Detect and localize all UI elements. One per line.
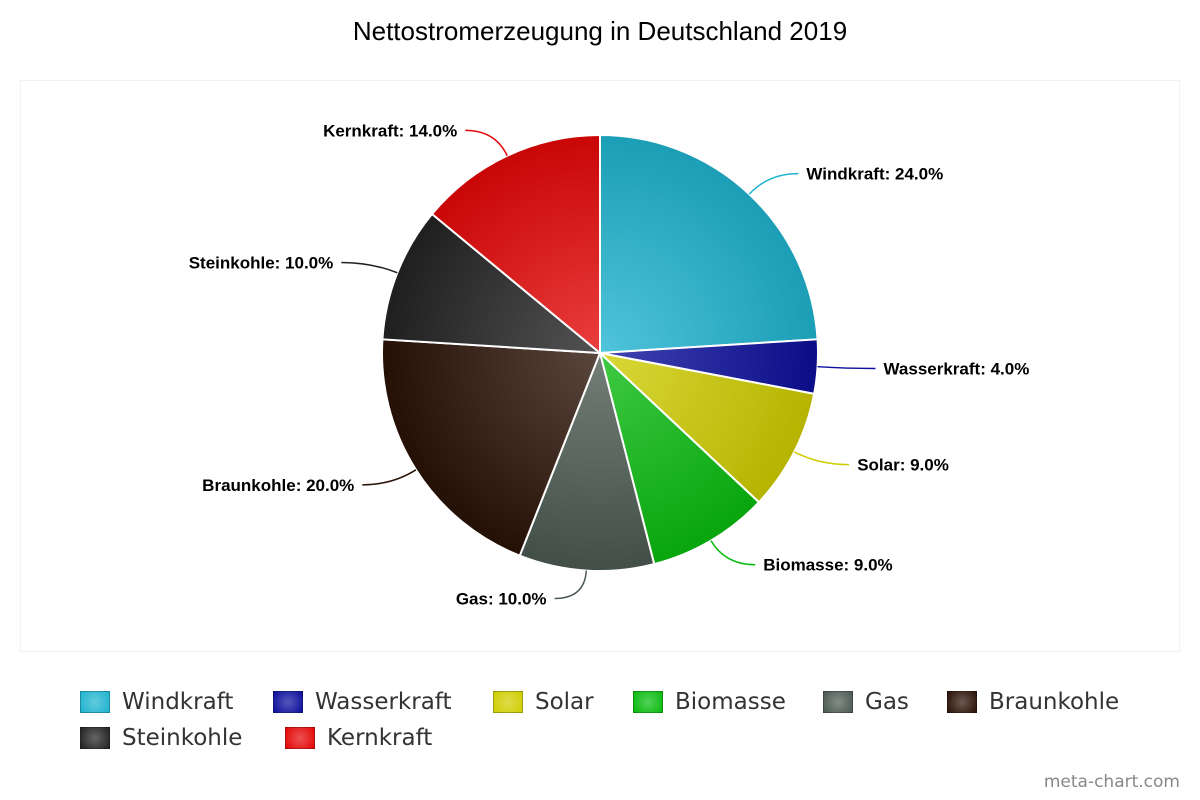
legend-swatch — [633, 691, 663, 713]
legend-item-solar[interactable]: Solar — [493, 688, 594, 716]
slice-label-steinkohle: Steinkohle: 10.0% — [189, 253, 334, 272]
pie-slice-steinkohle[interactable] — [381, 212, 604, 355]
slice-label-braunkohle: Braunkohle: 20.0% — [202, 476, 354, 495]
legend-swatch — [947, 691, 977, 713]
slice-label-solar: Solar: 9.0% — [857, 456, 949, 475]
slice-label-biomasse: Biomasse: 9.0% — [763, 556, 892, 575]
chart-title: Nettostromerzeugung in Deutschland 2019 — [352, 16, 848, 46]
legend-label: Kernkraft — [327, 725, 433, 751]
connector-braunkohle — [362, 469, 417, 486]
legend-item-kernkraft[interactable]: Kernkraft — [285, 724, 432, 752]
slice-label-kernkraft: Kernkraft: 14.0% — [323, 121, 457, 140]
connector-solar — [793, 451, 850, 466]
pie-slice-biomasse[interactable] — [598, 349, 761, 566]
legend-swatch — [80, 727, 110, 749]
legend-label: Steinkohle — [122, 725, 243, 751]
connector-windkraft — [748, 172, 799, 195]
pie-slice-braunkohle[interactable] — [381, 338, 602, 557]
plot-area — [20, 80, 1180, 652]
slice-label-gas: Gas: 10.0% — [456, 590, 547, 609]
slice-label-wasserkraft: Wasserkraft: 4.0% — [884, 359, 1030, 378]
legend-label: Solar — [535, 689, 594, 715]
legend-label: Windkraft — [122, 689, 234, 715]
legend-swatch — [823, 691, 853, 713]
legend-item-steinkohle[interactable]: Steinkohle — [80, 724, 242, 752]
slice-label-windkraft: Windkraft: 24.0% — [806, 165, 943, 184]
legend-item-braunkohle[interactable]: Braunkohle — [947, 688, 1119, 716]
legend-item-windkraft[interactable]: Windkraft — [80, 688, 233, 716]
legend-item-gas[interactable]: Gas — [823, 688, 909, 716]
connector-biomasse — [710, 540, 756, 566]
connector-gas — [554, 570, 588, 600]
pie-slice-kernkraft[interactable] — [430, 133, 601, 356]
legend-label: Gas — [865, 689, 909, 715]
legend-label: Biomasse — [675, 689, 786, 715]
connector-steinkohle — [341, 261, 398, 274]
connector-kernkraft — [465, 129, 508, 157]
legend-swatch — [285, 727, 315, 749]
pie-slice-gas[interactable] — [518, 349, 656, 572]
pie-slice-windkraft[interactable] — [599, 133, 819, 355]
legend-swatch — [493, 691, 523, 713]
pie-slice-solar[interactable] — [596, 351, 816, 504]
legend-swatch — [80, 691, 110, 713]
credit-text: meta-chart.com — [1043, 772, 1180, 792]
legend-label: Wasserkraft — [315, 689, 452, 715]
legend-swatch — [273, 691, 303, 713]
legend-label: Braunkohle — [989, 689, 1120, 715]
legend-item-biomasse[interactable]: Biomasse — [633, 688, 786, 716]
connector-wasserkraft — [817, 365, 876, 370]
legend-item-wasserkraft[interactable]: Wasserkraft — [273, 688, 452, 716]
